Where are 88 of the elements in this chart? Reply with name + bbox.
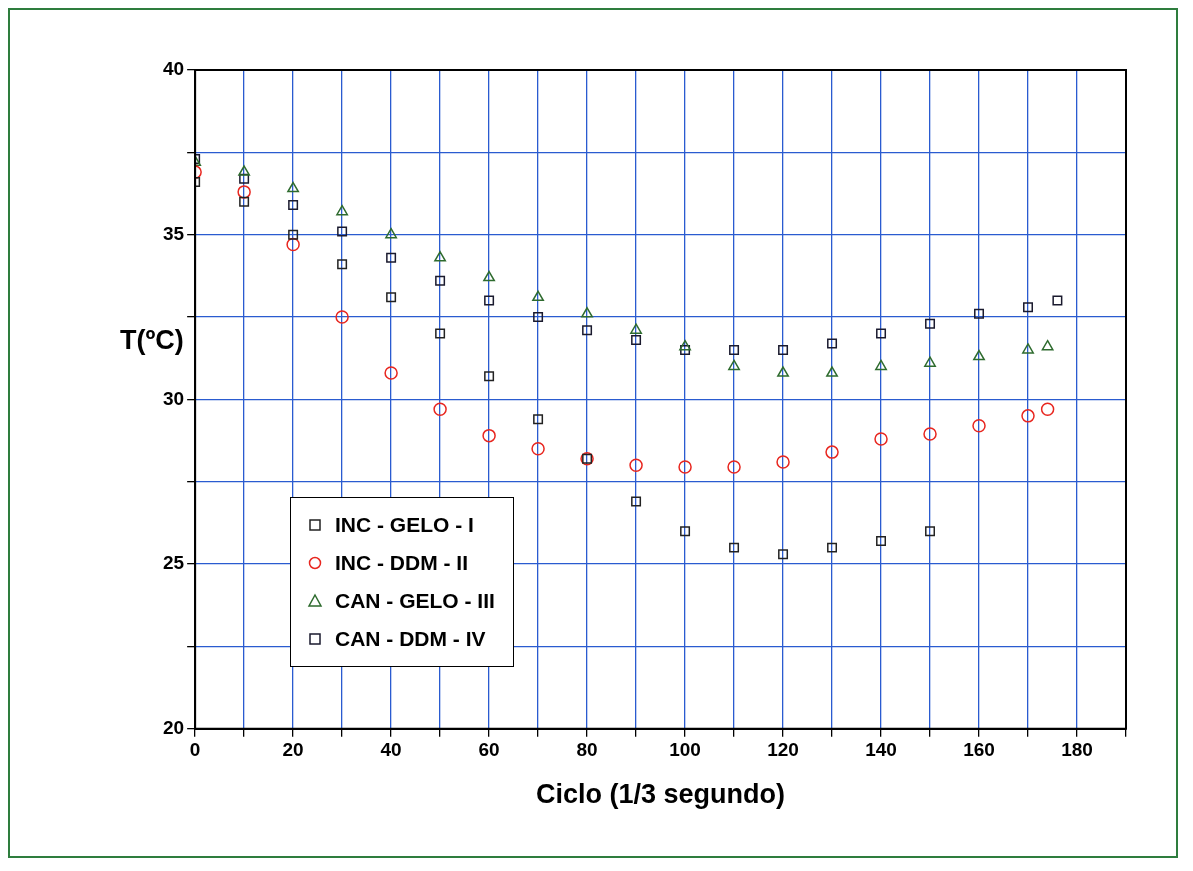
point (435, 275, 446, 286)
point (972, 419, 986, 433)
point (876, 536, 887, 547)
legend-label: INC - GELO - I (335, 512, 474, 538)
point (286, 237, 300, 252)
x-tick-label: 40 (380, 739, 402, 761)
point (1052, 295, 1063, 306)
point (533, 414, 544, 425)
legend-label: CAN - DDM - IV (335, 626, 486, 652)
x-tick-label: 0 (189, 739, 201, 761)
point (727, 460, 741, 474)
x-axis-title: Ciclo (1/3 segundo) (536, 779, 786, 810)
point (825, 445, 839, 459)
point (386, 252, 397, 263)
point (629, 458, 643, 473)
point (630, 323, 643, 334)
x-tick-label: 140 (865, 739, 897, 761)
point (874, 432, 888, 446)
point (678, 460, 692, 474)
point (876, 328, 887, 339)
point (531, 442, 545, 456)
point (680, 345, 691, 355)
point (337, 226, 348, 237)
point (778, 549, 789, 560)
x-tick-label: 160 (963, 739, 995, 761)
point (385, 227, 398, 239)
point (435, 328, 446, 339)
x-tick-label: 80 (576, 739, 598, 761)
point (827, 542, 838, 553)
point (433, 402, 447, 417)
point (482, 428, 496, 443)
legend-label: INC - DDM - II (335, 550, 468, 576)
x-tick-label: 120 (767, 739, 799, 761)
point (287, 181, 300, 193)
point (776, 455, 790, 469)
point (484, 295, 495, 306)
point (826, 366, 838, 377)
point (384, 366, 398, 380)
point (1023, 302, 1034, 313)
point (532, 290, 545, 302)
point (582, 325, 593, 336)
point (925, 318, 936, 329)
point (386, 292, 397, 303)
point (777, 366, 789, 377)
point (533, 312, 544, 323)
y-tick-label: 20 (162, 717, 185, 739)
y-tick-label: 40 (162, 58, 185, 80)
point (631, 335, 642, 346)
point (434, 251, 447, 262)
point (1040, 402, 1055, 417)
y-axis-title: T(ºC) (120, 325, 184, 356)
point (239, 173, 250, 184)
point (483, 270, 496, 282)
point (335, 310, 349, 324)
point (238, 165, 251, 176)
point (925, 526, 936, 537)
point (336, 204, 349, 216)
point (288, 200, 299, 211)
point (337, 259, 348, 270)
legend-label: CAN - GELO - III (335, 588, 495, 614)
point (924, 356, 936, 367)
point (631, 496, 642, 507)
point (728, 359, 740, 371)
point (484, 371, 495, 382)
point (1022, 343, 1034, 354)
point (1041, 339, 1054, 351)
point (923, 427, 937, 441)
point (973, 349, 985, 361)
point (1021, 409, 1035, 423)
y-tick-label: 30 (162, 387, 185, 409)
point (581, 307, 594, 318)
point (729, 542, 740, 553)
point (239, 196, 250, 207)
x-tick-label: 180 (1061, 739, 1093, 761)
point (875, 359, 887, 371)
y-tick-label: 35 (162, 222, 185, 244)
x-tick-label: 100 (669, 739, 701, 761)
point (974, 308, 985, 319)
x-tick-label: 20 (282, 739, 304, 761)
point (680, 526, 691, 537)
point (288, 229, 299, 240)
point (827, 338, 838, 349)
point (778, 345, 789, 355)
point (679, 339, 692, 351)
point (729, 345, 740, 355)
point (237, 185, 251, 199)
x-tick-label: 60 (478, 739, 500, 761)
y-tick-label: 25 (162, 552, 185, 574)
